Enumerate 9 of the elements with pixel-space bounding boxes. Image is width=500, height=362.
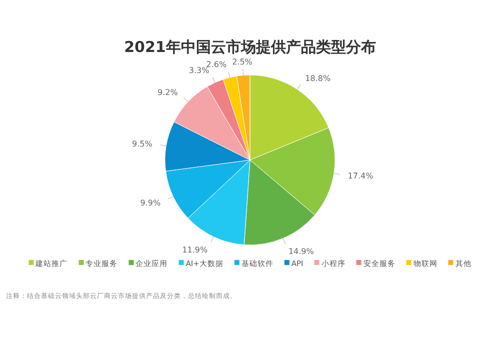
data-label: 11.9% <box>182 245 208 254</box>
data-label: 9.5% <box>132 140 153 149</box>
data-label: 9.2% <box>158 88 178 98</box>
data-label: 9.9% <box>140 198 161 208</box>
chart-title: 2021年中国云市场提供产品类型分布 <box>124 38 376 56</box>
data-label: 2.5% <box>232 57 253 66</box>
data-label: 14.9% <box>288 247 314 256</box>
data-label: 18.8% <box>305 74 331 83</box>
data-label: 17.4% <box>348 171 374 180</box>
